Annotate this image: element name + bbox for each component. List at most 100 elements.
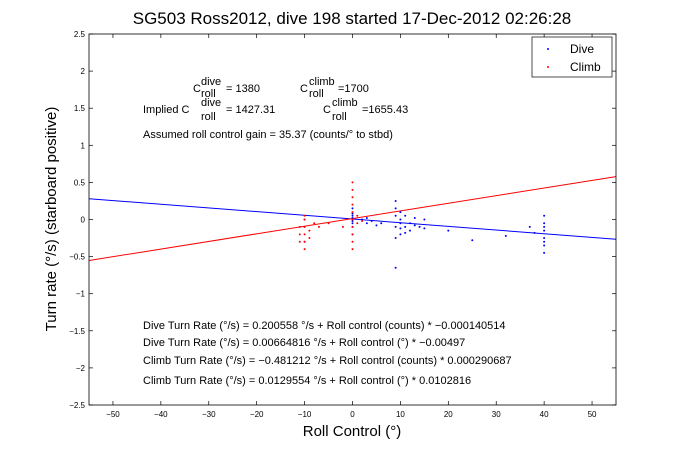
- dive-point: [423, 227, 426, 230]
- dive-point: [380, 222, 383, 225]
- legend-dive-label: Dive: [570, 42, 594, 56]
- y-tick-label: 1.5: [74, 104, 86, 113]
- implied-climb-value: =1655.43: [362, 104, 408, 116]
- climb-point: [303, 240, 306, 243]
- dive-point: [365, 217, 368, 220]
- y-tick-label: −2.5: [69, 401, 85, 410]
- climb-point: [317, 225, 320, 228]
- climb-point: [303, 214, 306, 217]
- climb-point: [351, 196, 354, 199]
- assumed-gain: Assumed roll control gain = 35.37 (count…: [143, 129, 393, 141]
- climb-point: [356, 214, 359, 217]
- dive-point: [504, 234, 507, 237]
- x-tick-label: −20: [250, 410, 264, 419]
- dive-point: [399, 211, 402, 214]
- y-tick-label: −0.5: [69, 253, 85, 262]
- climb-point: [351, 233, 354, 236]
- equation-dive-counts: Dive Turn Rate (°/s) = 0.200558 °/s + Ro…: [143, 320, 506, 332]
- implied-climb-lead: C: [323, 104, 331, 116]
- dive-point: [404, 214, 407, 217]
- implied-climb-sub: roll: [332, 111, 347, 123]
- dive-point: [361, 218, 364, 221]
- y-tick-label: 0: [81, 216, 86, 225]
- ticks-layer: −50 −40 −30 −20 −10 0 10 20 30 40 50−2.5−2−1.5−1−0…: [69, 30, 616, 419]
- x-tick-label: 0: [350, 410, 355, 419]
- dive-point: [399, 233, 402, 236]
- dive-point: [408, 229, 411, 232]
- climb-point: [303, 218, 306, 221]
- x-tick-label: −30: [202, 410, 216, 419]
- roll-coefficients: C dive roll = 1380 C climb roll =1700 Im…: [143, 76, 408, 141]
- climb-point: [351, 248, 354, 251]
- c-climb-sub: roll: [309, 88, 324, 100]
- implied-dive-sub: roll: [201, 111, 216, 123]
- dive-point: [351, 212, 354, 215]
- dive-point: [351, 219, 354, 222]
- dive-point: [413, 217, 416, 220]
- implied-lead: Implied C: [143, 104, 190, 116]
- y-tick-label: −1: [76, 290, 86, 299]
- dive-point: [543, 225, 546, 228]
- climb-point: [298, 233, 301, 236]
- c-dive-lead: C: [193, 83, 201, 95]
- dive-point: [543, 251, 546, 254]
- x-tick-label: 40: [540, 410, 549, 419]
- dive-point: [375, 224, 378, 227]
- dive-point: [370, 219, 373, 222]
- equation-dive-degrees: Dive Turn Rate (°/s) = 0.00664816 °/s + …: [143, 337, 465, 349]
- dive-point: [399, 227, 402, 230]
- climb-point: [351, 181, 354, 184]
- dive-point: [423, 218, 426, 221]
- x-tick-label: 30: [492, 410, 501, 419]
- legend-dive-marker: [547, 48, 549, 50]
- c-dive-value: = 1380: [226, 83, 260, 95]
- fit-equations: Dive Turn Rate (°/s) = 0.200558 °/s + Ro…: [143, 320, 512, 387]
- climb-point: [341, 225, 344, 228]
- data-layer: [88, 176, 617, 269]
- implied-climb-sup: climb: [332, 97, 358, 109]
- chart-title: SG503 Ross2012, dive 198 started 17-Dec-…: [133, 9, 572, 28]
- dive-point: [394, 266, 397, 269]
- climb-point: [351, 203, 354, 206]
- legend: Dive Climb: [531, 36, 613, 78]
- dive-point: [351, 207, 354, 210]
- c-climb-value: =1700: [338, 83, 369, 95]
- dive-point: [408, 222, 411, 225]
- y-tick-label: −1.5: [69, 327, 85, 336]
- dive-point: [394, 207, 397, 210]
- y-tick-label: −2: [76, 364, 86, 373]
- dive-point: [404, 231, 407, 234]
- dive-point: [413, 224, 416, 227]
- x-tick-label: −10: [298, 410, 312, 419]
- dive-point: [351, 214, 354, 217]
- climb-point: [303, 233, 306, 236]
- y-tick-label: 2: [81, 67, 86, 76]
- x-tick-label: 50: [588, 410, 597, 419]
- climb-point: [308, 237, 311, 240]
- dive-point: [394, 199, 397, 202]
- x-tick-label: −40: [154, 410, 168, 419]
- dive-point: [543, 222, 546, 225]
- climb-point: [298, 225, 301, 228]
- climb-point: [351, 225, 354, 228]
- y-axis-label: Turn rate (°/s) (starboard positive): [43, 107, 60, 332]
- legend-climb-label: Climb: [570, 60, 601, 74]
- c-climb-lead: C: [300, 83, 308, 95]
- dive-point: [394, 225, 397, 228]
- c-climb-sup: climb: [309, 76, 335, 88]
- dive-point: [399, 222, 402, 225]
- dive-point: [543, 214, 546, 217]
- climb-point: [356, 222, 359, 225]
- dive-point: [543, 237, 546, 240]
- dive-point: [471, 239, 474, 242]
- dive-point: [528, 225, 531, 228]
- climb-point: [308, 229, 311, 232]
- climb-point: [351, 218, 354, 221]
- dive-point: [365, 222, 368, 225]
- equation-climb-counts: Climb Turn Rate (°/s) = −0.481212 °/s + …: [143, 355, 512, 367]
- dive-point: [394, 214, 397, 217]
- dive-point: [394, 237, 397, 240]
- y-tick-label: 0.5: [74, 178, 86, 187]
- x-tick-label: 10: [396, 410, 405, 419]
- implied-dive-sup: dive: [201, 97, 221, 109]
